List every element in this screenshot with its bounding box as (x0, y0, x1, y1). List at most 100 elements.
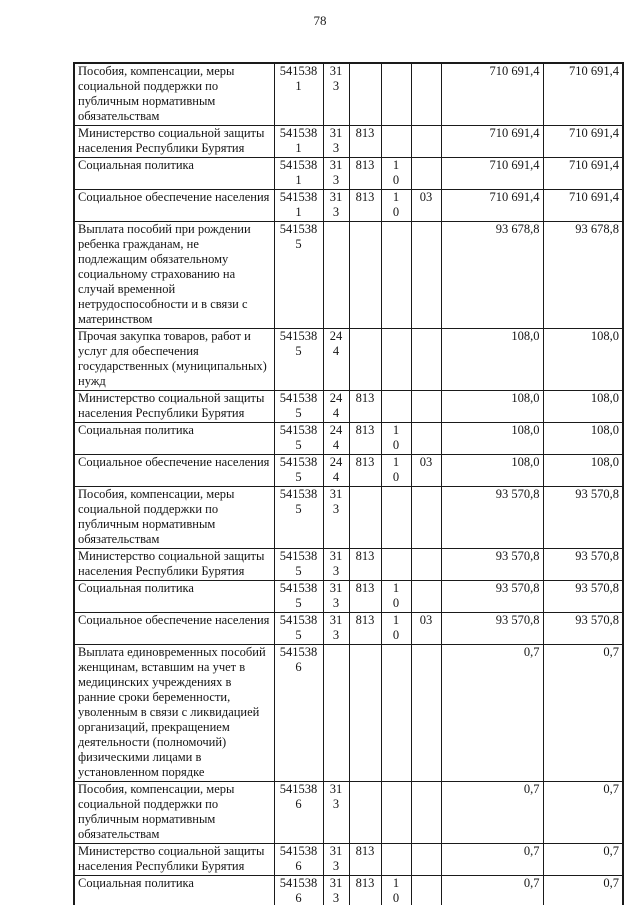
amount-2-text: 93 570,8 (575, 487, 619, 502)
cell-expense-type-code: 313 (322, 125, 350, 158)
target-article-code-text: 5415385 (279, 423, 318, 453)
cell-expense-type-code: 244 (322, 454, 350, 487)
amount-2-text: 710 691,4 (569, 126, 619, 141)
amount-2-text: 710 691,4 (569, 158, 619, 173)
cell-expense-type-code (322, 221, 350, 329)
cell-amount-1: 710 691,4 (440, 189, 544, 222)
cell-amount-2: 0,7 (542, 875, 624, 905)
cell-target-article-code: 5415381 (273, 125, 324, 158)
cell-expense-type-code: 313 (322, 781, 350, 844)
cell-agency-code: 813 (348, 454, 382, 487)
table-row: Социальная политика 5415381 313 813 10 7… (73, 157, 624, 190)
cell-amount-1: 710 691,4 (440, 62, 544, 126)
item-name-text: Социальная политика (78, 158, 194, 173)
target-article-code-text: 5415381 (279, 126, 318, 156)
cell-target-article-code: 5415386 (273, 843, 324, 876)
cell-amount-2: 93 570,8 (542, 580, 624, 613)
cell-section-code (380, 328, 412, 391)
cell-subsection-code: 03 (410, 454, 442, 487)
target-article-code-text: 5415385 (279, 391, 318, 421)
expense-type-code-text: 313 (329, 487, 343, 517)
expense-type-code-text: 313 (329, 782, 343, 812)
subsection-code-text: 03 (419, 455, 433, 470)
cell-agency-code (348, 328, 382, 391)
target-article-code-text: 5415385 (279, 487, 318, 517)
amount-1-text: 108,0 (511, 329, 540, 344)
expense-type-code-text: 244 (329, 329, 343, 359)
cell-subsection-code (410, 422, 442, 455)
agency-code-text: 813 (355, 581, 375, 596)
cell-amount-2: 710 691,4 (542, 125, 624, 158)
target-article-code-text: 5415381 (279, 64, 318, 93)
section-code-text: 10 (392, 190, 400, 220)
agency-code-text: 813 (355, 549, 375, 564)
cell-agency-code (348, 644, 382, 782)
table-row: Социальная политика 5415386 313 813 10 0… (73, 875, 624, 905)
item-name-text: Прочая закупка товаров, работ и услуг дл… (78, 329, 267, 389)
cell-amount-2: 93 570,8 (542, 612, 624, 645)
cell-expense-type-code: 244 (322, 422, 350, 455)
page-number: 78 (313, 13, 327, 28)
agency-code-text: 813 (355, 455, 375, 470)
cell-expense-type-code: 313 (322, 875, 350, 905)
item-name-text: Пособия, компенсации, меры социальной по… (78, 782, 235, 842)
cell-expense-type-code: 313 (322, 843, 350, 876)
cell-amount-1: 0,7 (440, 875, 544, 905)
cell-target-article-code: 5415385 (273, 486, 324, 549)
target-article-code-text: 5415385 (279, 581, 318, 611)
cell-subsection-code (410, 875, 442, 905)
cell-amount-2: 108,0 (542, 422, 624, 455)
cell-item-name: Выплата единовременных пособий женщинам,… (73, 644, 275, 782)
cell-section-code (380, 221, 412, 329)
subsection-code-text: 03 (419, 613, 433, 628)
amount-2-text: 108,0 (590, 329, 619, 344)
target-article-code-text: 5415386 (279, 782, 318, 812)
table-row: Социальная политика 5415385 244 813 10 1… (73, 422, 624, 455)
amount-1-text: 710 691,4 (489, 64, 540, 78)
cell-target-article-code: 5415386 (273, 644, 324, 782)
target-article-code-text: 5415385 (279, 549, 318, 579)
cell-section-code (380, 644, 412, 782)
target-article-code-text: 5415381 (279, 190, 318, 220)
item-name-text: Выплата пособий при рождении ребенка гра… (78, 222, 251, 327)
cell-expense-type-code: 313 (322, 189, 350, 222)
cell-subsection-code (410, 843, 442, 876)
cell-section-code: 10 (380, 157, 412, 190)
item-name-text: Социальное обеспечение населения (78, 613, 270, 628)
budget-table: Пособия, компенсации, меры социальной по… (73, 62, 624, 905)
cell-amount-1: 0,7 (440, 644, 544, 782)
expense-type-code-text: 244 (329, 391, 343, 421)
table-row: Министерство социальной защиты населения… (73, 843, 624, 876)
amount-2-text: 0,7 (603, 782, 619, 797)
amount-2-text: 93 678,8 (575, 222, 619, 237)
table-row: Министерство социальной защиты населения… (73, 548, 624, 581)
cell-subsection-code (410, 781, 442, 844)
cell-expense-type-code: 313 (322, 62, 350, 126)
cell-agency-code: 813 (348, 157, 382, 190)
cell-target-article-code: 5415385 (273, 454, 324, 487)
amount-2-text: 0,7 (603, 844, 619, 859)
item-name-text: Пособия, компенсации, меры социальной по… (78, 64, 235, 123)
section-code-text: 10 (392, 613, 400, 643)
cell-subsection-code (410, 62, 442, 126)
cell-amount-2: 93 570,8 (542, 486, 624, 549)
amount-1-text: 93 570,8 (495, 613, 540, 628)
cell-target-article-code: 5415385 (273, 612, 324, 645)
cell-item-name: Социальное обеспечение населения (73, 189, 275, 222)
cell-amount-2: 710 691,4 (542, 157, 624, 190)
cell-agency-code: 813 (348, 843, 382, 876)
table-row: Пособия, компенсации, меры социальной по… (73, 62, 624, 126)
cell-target-article-code: 5415385 (273, 390, 324, 423)
cell-subsection-code (410, 644, 442, 782)
amount-1-text: 108,0 (511, 391, 540, 406)
cell-target-article-code: 5415385 (273, 548, 324, 581)
amount-1-text: 0,7 (523, 645, 540, 660)
item-name-text: Социальное обеспечение населения (78, 455, 270, 470)
agency-code-text: 813 (355, 613, 375, 628)
cell-section-code: 10 (380, 612, 412, 645)
cell-item-name: Пособия, компенсации, меры социальной по… (73, 486, 275, 549)
table-row: Министерство социальной защиты населения… (73, 125, 624, 158)
cell-subsection-code (410, 125, 442, 158)
item-name-text: Социальная политика (78, 876, 194, 891)
agency-code-text: 813 (355, 158, 375, 173)
